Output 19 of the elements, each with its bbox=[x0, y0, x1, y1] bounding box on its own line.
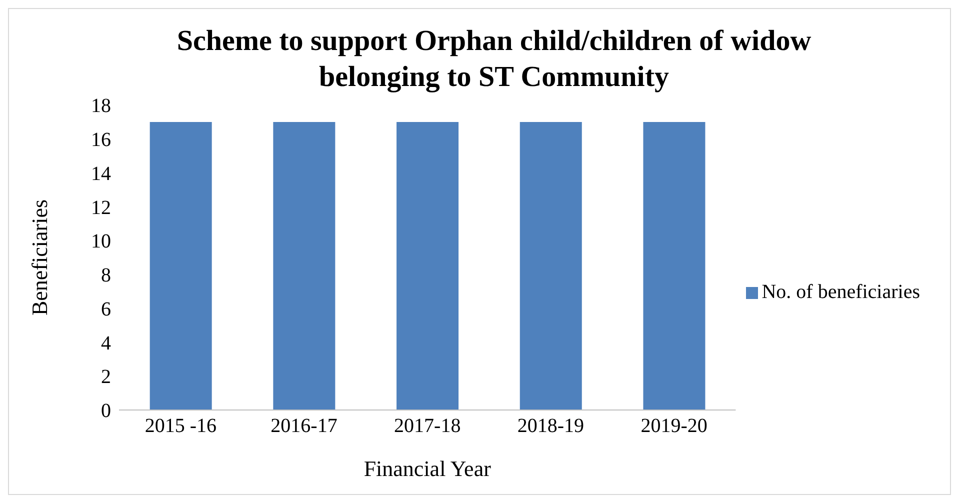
y-tick-label: 8 bbox=[101, 264, 111, 287]
chart-title: Scheme to support Orphan child/children of widow belonging to ST Community bbox=[176, 24, 812, 95]
y-tick-label: 2 bbox=[101, 366, 111, 388]
y-tick-label: 10 bbox=[91, 230, 111, 253]
y-tick-label: 18 bbox=[91, 95, 111, 118]
x-axis-title: Financial Year bbox=[364, 456, 492, 481]
y-tick-label: 14 bbox=[91, 162, 111, 185]
x-tick-label: 2019-20 bbox=[640, 415, 708, 438]
y-axis-title: Beneficiaries bbox=[26, 199, 52, 316]
x-tick-label: 2018-19 bbox=[517, 415, 584, 438]
y-tick-label: 12 bbox=[91, 196, 111, 219]
x-tick-label: 2017-18 bbox=[394, 415, 461, 438]
y-tick-label: 6 bbox=[101, 298, 111, 320]
y-tick-label: 4 bbox=[101, 332, 111, 354]
x-tick-label: 2015 -16 bbox=[144, 415, 217, 438]
x-tick-label: 2016-17 bbox=[270, 415, 338, 438]
legend-label: No. of beneficiaries bbox=[762, 281, 920, 303]
y-tick-label: 16 bbox=[91, 128, 111, 151]
y-tick-label: 0 bbox=[101, 400, 111, 422]
